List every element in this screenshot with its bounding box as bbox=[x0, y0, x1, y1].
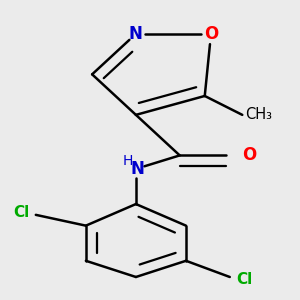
Text: Cl: Cl bbox=[236, 272, 252, 287]
Text: H: H bbox=[122, 154, 133, 168]
Text: N: N bbox=[129, 25, 143, 43]
Text: N: N bbox=[130, 160, 144, 178]
Text: O: O bbox=[204, 25, 218, 43]
Text: Cl: Cl bbox=[13, 205, 29, 220]
Text: CH₃: CH₃ bbox=[245, 107, 272, 122]
Text: O: O bbox=[242, 146, 256, 164]
